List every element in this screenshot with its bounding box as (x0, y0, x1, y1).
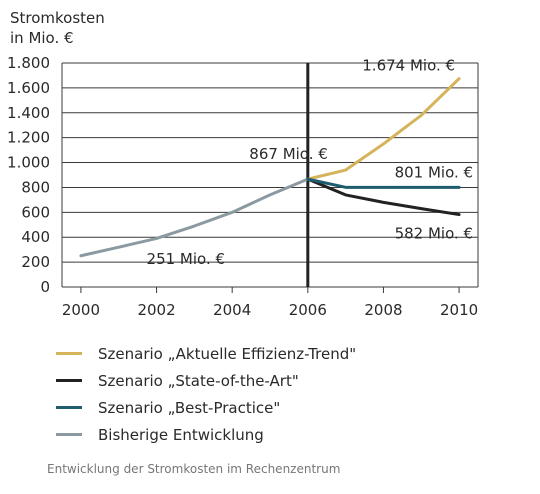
x-tick-label: 2010 (440, 301, 478, 319)
x-tick-label: 2006 (289, 301, 327, 319)
y-tick-label: 1.600 (7, 79, 50, 97)
legend-label: Bisherige Entwicklung (98, 425, 264, 444)
y-tick-label: 1.200 (7, 129, 50, 147)
legend-item: Szenario „Best-Practice" (56, 394, 356, 421)
y-tick-label: 0 (40, 278, 50, 296)
series-line (306, 77, 461, 181)
y-axis-label-line1: Stromkosten (10, 9, 105, 27)
y-tick-label: 1.000 (7, 154, 50, 172)
y-tick-label: 800 (21, 178, 50, 196)
y-tick-label: 400 (21, 228, 50, 246)
series-line (79, 177, 310, 258)
legend-label: Szenario „State-of-the-Art" (98, 371, 299, 390)
legend-item: Szenario „Aktuelle Effizienz-Trend" (56, 340, 356, 367)
legend-item: Szenario „State-of-the-Art" (56, 367, 356, 394)
y-tick-label: 1.400 (7, 104, 50, 122)
legend-label: Szenario „Best-Practice" (98, 398, 281, 417)
x-tick-label: 2000 (62, 301, 100, 319)
data-label: 582 Mio. € (395, 225, 474, 243)
data-label: 1.674 Mio. € (362, 57, 455, 75)
data-label: 251 Mio. € (147, 250, 226, 268)
x-tick-label: 2002 (137, 301, 175, 319)
y-axis-label: Stromkosten in Mio. € (10, 8, 105, 48)
legend-item: Bisherige Entwicklung (56, 421, 356, 448)
data-label: 867 Mio. € (249, 145, 328, 163)
y-tick-label: 200 (21, 253, 50, 271)
legend-swatch (56, 433, 82, 436)
legend-swatch (56, 379, 82, 382)
y-tick-label: 600 (21, 203, 50, 221)
figure-caption: Entwicklung der Stromkosten im Rechenzen… (47, 462, 341, 476)
series-line (306, 177, 461, 217)
legend: Szenario „Aktuelle Effizienz-Trend" Szen… (56, 340, 356, 448)
x-tick-label: 2008 (364, 301, 402, 319)
data-label: 801 Mio. € (395, 163, 474, 181)
line-chart: 0 200 400 600 800 1.000 1.200 1.400 1.600 1.800 2… (7, 54, 479, 319)
legend-swatch (56, 406, 82, 409)
y-tick-label: 1.800 (7, 54, 50, 72)
y-axis-label-line2: in Mio. € (10, 29, 74, 47)
series-line (306, 177, 461, 189)
legend-label: Szenario „Aktuelle Effizienz-Trend" (98, 344, 357, 363)
legend-swatch (56, 352, 82, 355)
x-tick-label: 2004 (213, 301, 251, 319)
